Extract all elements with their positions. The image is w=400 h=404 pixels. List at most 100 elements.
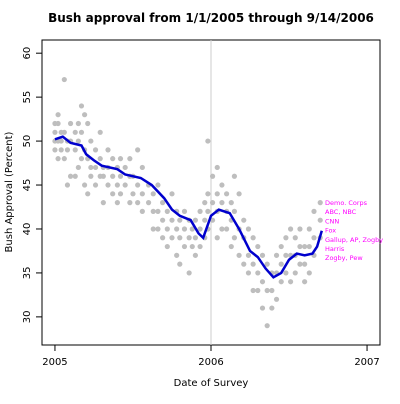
point [117, 173, 124, 179]
point [186, 235, 192, 241]
point [224, 226, 230, 232]
point [209, 217, 216, 223]
point [219, 200, 225, 206]
point [297, 243, 303, 250]
point [164, 243, 170, 250]
annotation: Gallup, AP, Zogby [325, 236, 383, 244]
point [64, 182, 71, 188]
point [236, 252, 242, 258]
annotation: Harris [325, 245, 345, 253]
x-axis-label: Date of Survey [174, 378, 249, 389]
point [255, 243, 261, 250]
point [219, 226, 225, 232]
point [283, 235, 289, 241]
point [302, 243, 308, 250]
point [114, 200, 120, 206]
point [78, 156, 85, 162]
annotation: Fox [325, 227, 336, 235]
point [181, 226, 188, 232]
y-tick-label: 40 [22, 223, 33, 236]
point [297, 261, 303, 267]
point [92, 147, 99, 153]
point [283, 270, 289, 276]
point [228, 243, 234, 250]
point [181, 208, 188, 214]
point [139, 191, 145, 197]
point [189, 243, 195, 250]
point [117, 191, 124, 197]
point [317, 200, 323, 206]
point [127, 156, 133, 162]
x-tick-label: 2007 [354, 357, 379, 368]
y-tick-label: 35 [22, 267, 33, 280]
point [169, 191, 175, 197]
annotation: Zogby, Pew [325, 254, 363, 262]
point [259, 252, 266, 258]
point [202, 217, 208, 223]
point [228, 200, 234, 206]
point [186, 270, 192, 276]
point [264, 323, 270, 329]
point [209, 200, 216, 206]
point [67, 120, 74, 127]
y-tick-label: 60 [22, 47, 33, 60]
point [164, 226, 170, 232]
point [189, 226, 195, 232]
point [177, 261, 183, 267]
point [52, 129, 58, 135]
point [150, 226, 156, 232]
annotation: ABC, NBC [325, 208, 357, 216]
point [139, 208, 145, 214]
point [231, 208, 238, 214]
point [224, 191, 230, 197]
x-tick-label: 2006 [198, 357, 223, 368]
point [82, 182, 88, 188]
point [150, 208, 156, 214]
point [231, 235, 238, 241]
point [160, 235, 166, 241]
point [278, 261, 284, 267]
point [85, 191, 91, 197]
point [139, 164, 145, 171]
point [264, 261, 270, 267]
point [85, 120, 91, 127]
y-axis-label: Bush Approval (Percent) [4, 131, 15, 252]
point [197, 226, 203, 232]
point [61, 129, 67, 135]
point [306, 243, 312, 250]
point [100, 200, 106, 206]
point [205, 138, 211, 144]
annotation: CNN [325, 217, 339, 225]
point [236, 191, 242, 197]
point [88, 164, 94, 171]
point [72, 129, 78, 135]
point [241, 217, 247, 223]
point [302, 279, 308, 285]
point [264, 287, 270, 294]
point [317, 217, 323, 223]
point [64, 147, 71, 153]
point [306, 270, 312, 276]
point [177, 217, 183, 223]
point [72, 147, 78, 153]
trend-line [54, 135, 323, 279]
point [306, 226, 312, 232]
x-tick-label: 2005 [42, 357, 67, 368]
point [135, 182, 141, 188]
point [181, 243, 188, 250]
point [82, 112, 88, 118]
point [287, 226, 294, 232]
point [55, 112, 61, 118]
y-tick-label: 55 [22, 91, 33, 104]
point [117, 156, 124, 162]
y-tick-label: 50 [22, 135, 33, 148]
point [114, 182, 120, 188]
point [88, 173, 94, 179]
point [177, 235, 183, 241]
point [155, 208, 161, 214]
y-tick-label: 45 [22, 179, 33, 192]
point [135, 200, 141, 206]
point [75, 164, 81, 171]
point [97, 129, 103, 135]
point [150, 191, 156, 197]
